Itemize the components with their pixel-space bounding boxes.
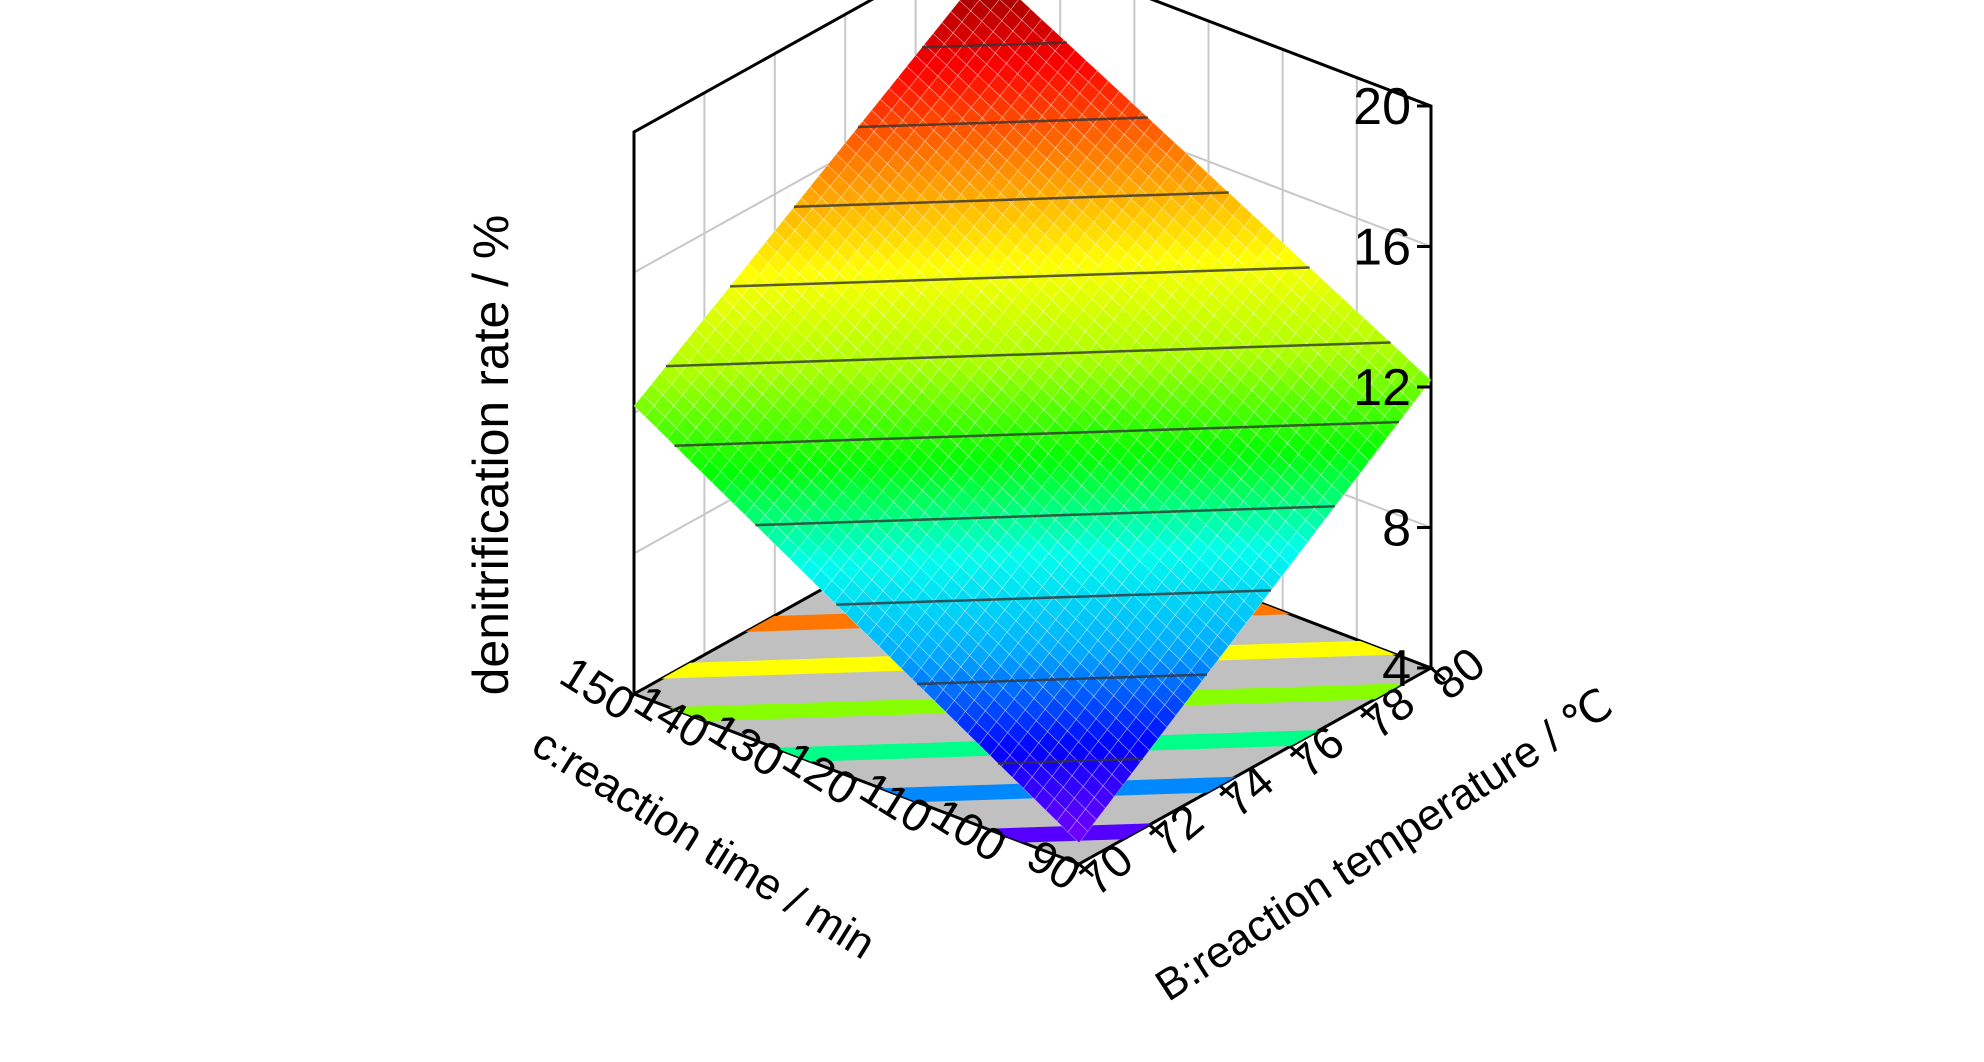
surface-cell [979, 0, 1000, 11]
x-tick [1067, 863, 1081, 881]
z-tick-label: 12 [1353, 359, 1411, 417]
y-tick [1359, 706, 1376, 721]
z-tick-label: 4 [1382, 640, 1411, 698]
surface-cell [970, 0, 992, 22]
y-tick [1430, 666, 1446, 682]
x-tick [696, 721, 710, 740]
x-tick [771, 749, 784, 768]
z-axis-title: denitrification rate / % [463, 215, 519, 696]
surface-contour-line [665, 341, 1391, 368]
surface-contour-line [917, 673, 1208, 686]
surface-contour-line [729, 266, 1310, 288]
surface-cell [999, 0, 1019, 11]
x-tick [919, 806, 932, 825]
surface-contour-line [755, 504, 1336, 527]
response-surface [633, 0, 1432, 844]
y-tick [1289, 745, 1306, 760]
y-tick [1218, 784, 1235, 799]
z-tick-label: 8 [1382, 500, 1411, 558]
y-tick [1078, 862, 1094, 878]
z-tick-label: 20 [1353, 78, 1411, 136]
surface-contour-line [857, 116, 1148, 129]
surface-contour-line [793, 191, 1229, 208]
surface-cell [959, 0, 980, 12]
surface-cell [1010, 0, 1032, 21]
wall-frame [632, 0, 1433, 694]
surface-cell [990, 0, 1012, 22]
z-tick-label: 16 [1353, 219, 1411, 277]
surface-contour-line [674, 420, 1400, 447]
x-tick [845, 778, 858, 796]
surface-contour-line [836, 589, 1272, 606]
x-tick [622, 693, 636, 711]
x-tick [993, 834, 1007, 853]
y-tick-label: 80 [1422, 637, 1495, 710]
surface-contour-line [998, 757, 1144, 765]
surface-contour-line [921, 41, 1067, 49]
y-tick [1148, 823, 1165, 838]
